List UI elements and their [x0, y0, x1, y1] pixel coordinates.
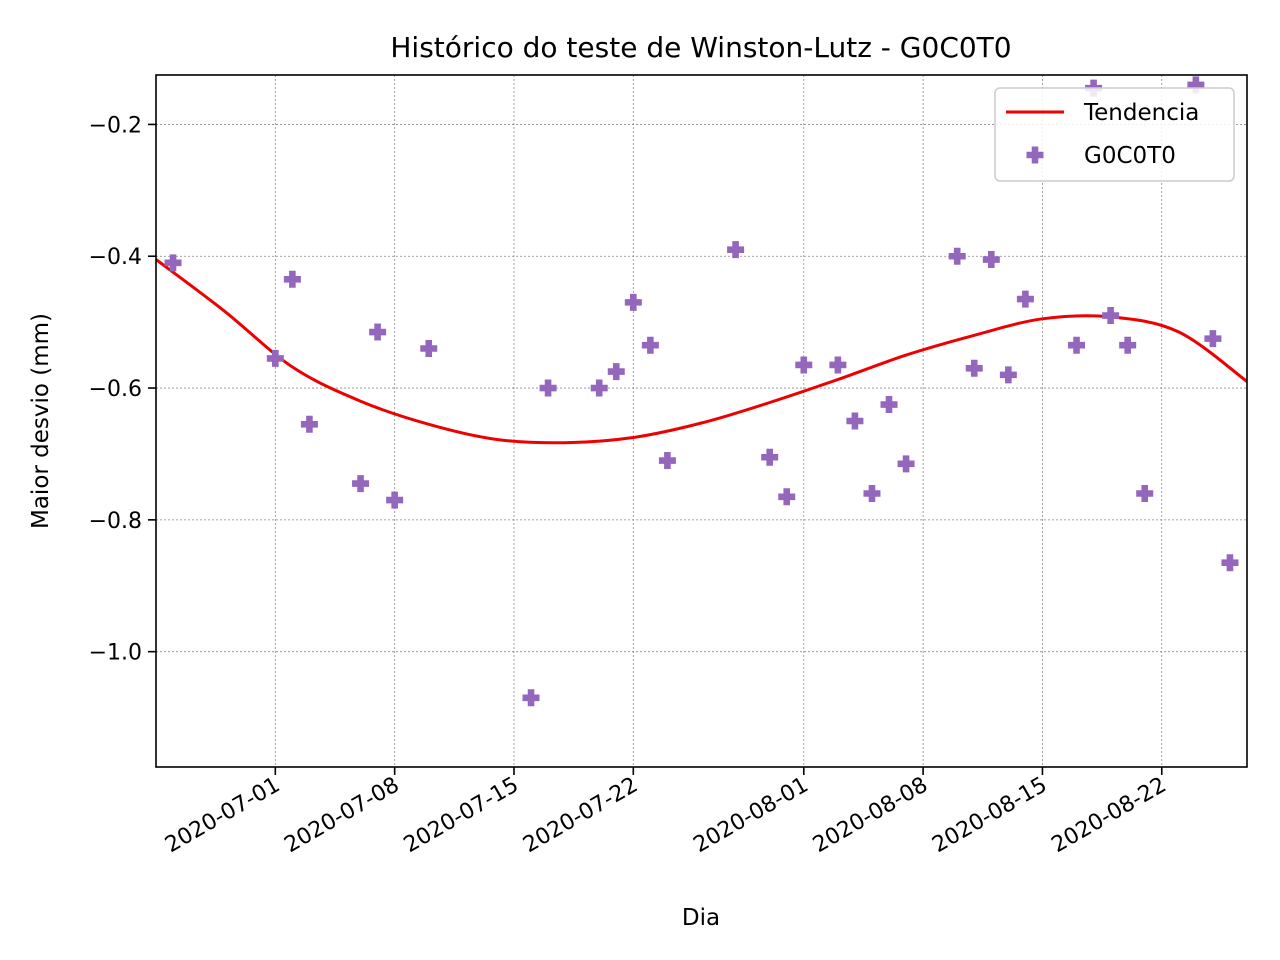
data-point [590, 379, 608, 397]
y-tick-label: −0.2 [89, 113, 142, 138]
data-point [727, 241, 745, 259]
legend-marker-swatch [1026, 146, 1044, 164]
data-point [266, 349, 284, 367]
data-point [948, 247, 966, 265]
data-point [795, 356, 813, 374]
chart-title: Histórico do teste de Winston-Lutz - G0C… [390, 31, 1011, 64]
data-point [965, 359, 983, 377]
data-point [897, 455, 915, 473]
data-point [352, 475, 370, 493]
data-point [1068, 336, 1086, 354]
data-point [624, 293, 642, 311]
x-axis-label: Dia [682, 905, 720, 931]
data-point [846, 412, 864, 430]
data-point [386, 491, 404, 509]
y-tick-label: −0.8 [89, 509, 142, 534]
y-tick-label: −0.4 [89, 245, 142, 270]
data-point [369, 323, 387, 341]
data-point [522, 689, 540, 707]
data-point [761, 448, 779, 466]
data-point [999, 366, 1017, 384]
data-point [1187, 76, 1205, 94]
legend: Tendencia G0C0T0 [994, 87, 1235, 182]
y-tick-label: −0.6 [89, 377, 142, 402]
y-axis-label: Maior desvio (mm) [28, 313, 54, 529]
data-point [283, 270, 301, 288]
data-point [658, 452, 676, 470]
data-point [420, 340, 438, 358]
legend-label-points: G0C0T0 [1084, 143, 1176, 169]
data-point [1136, 484, 1154, 502]
plot-frame [155, 74, 1248, 768]
y-tick-label: −1.0 [89, 641, 142, 666]
data-point [164, 254, 182, 272]
data-point [1016, 290, 1034, 308]
data-point [1221, 554, 1239, 572]
data-point [829, 356, 847, 374]
trend-line [156, 258, 1247, 445]
legend-label-trend: Tendencia [1083, 100, 1199, 126]
data-point [778, 488, 796, 506]
data-point [641, 336, 659, 354]
data-point [863, 484, 881, 502]
data-point [880, 396, 898, 414]
data-point [539, 379, 557, 397]
data-point [1119, 336, 1137, 354]
data-point [982, 251, 1000, 269]
data-point [1102, 307, 1120, 325]
data-point [300, 415, 318, 433]
data-point [1204, 330, 1222, 348]
data-point [607, 363, 625, 381]
